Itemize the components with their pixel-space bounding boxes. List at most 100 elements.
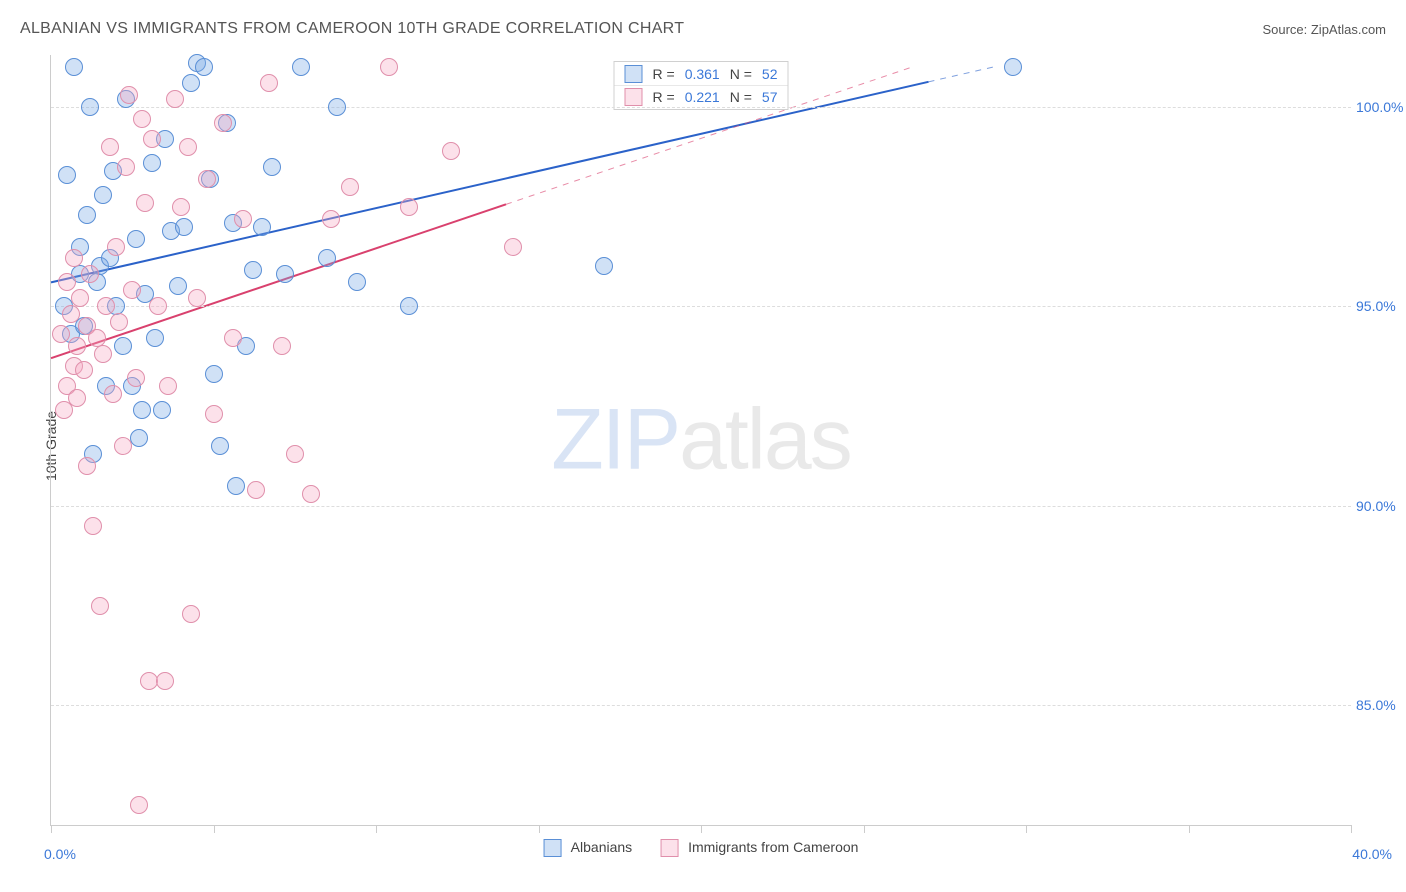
scatter-point-albanians <box>227 477 245 495</box>
scatter-point-cameroon <box>110 313 128 331</box>
r-legend-swatch-0 <box>625 65 643 83</box>
gridline <box>51 705 1351 706</box>
x-tick <box>376 825 377 833</box>
scatter-point-albanians <box>114 337 132 355</box>
scatter-point-cameroon <box>188 289 206 307</box>
x-tick-label-min: 0.0% <box>44 846 76 862</box>
legend-item-0: Albanians <box>544 839 633 857</box>
scatter-point-cameroon <box>127 369 145 387</box>
scatter-point-cameroon <box>504 238 522 256</box>
legend-label-1: Immigrants from Cameroon <box>688 839 858 855</box>
scatter-point-cameroon <box>107 238 125 256</box>
scatter-point-cameroon <box>143 130 161 148</box>
scatter-point-cameroon <box>123 281 141 299</box>
scatter-point-albanians <box>328 98 346 116</box>
scatter-point-cameroon <box>205 405 223 423</box>
chart-title: ALBANIAN VS IMMIGRANTS FROM CAMEROON 10T… <box>20 20 684 38</box>
x-tick <box>539 825 540 833</box>
scatter-point-cameroon <box>172 198 190 216</box>
r-legend-row-1: R = 0.221 N = 57 <box>615 86 788 108</box>
scatter-point-albanians <box>94 186 112 204</box>
scatter-point-cameroon <box>224 329 242 347</box>
scatter-point-albanians <box>143 154 161 172</box>
scatter-point-albanians <box>175 218 193 236</box>
scatter-point-albanians <box>127 230 145 248</box>
scatter-point-albanians <box>146 329 164 347</box>
scatter-point-cameroon <box>214 114 232 132</box>
legend-item-1: Immigrants from Cameroon <box>660 839 858 857</box>
scatter-point-albanians <box>253 218 271 236</box>
scatter-point-cameroon <box>273 337 291 355</box>
scatter-point-albanians <box>133 401 151 419</box>
gridline <box>51 107 1351 108</box>
scatter-point-albanians <box>169 277 187 295</box>
scatter-point-cameroon <box>58 273 76 291</box>
scatter-point-albanians <box>276 265 294 283</box>
r-legend-n-prefix: N = <box>730 66 752 82</box>
scatter-point-cameroon <box>68 389 86 407</box>
scatter-point-albanians <box>244 261 262 279</box>
scatter-point-albanians <box>263 158 281 176</box>
scatter-point-albanians <box>81 98 99 116</box>
scatter-point-cameroon <box>182 605 200 623</box>
plot-area: ZIPatlas R = 0.361 N = 52 R = 0.221 N = … <box>50 55 1351 826</box>
scatter-point-cameroon <box>114 437 132 455</box>
scatter-point-albanians <box>595 257 613 275</box>
legend-swatch-1 <box>660 839 678 857</box>
gridline <box>51 506 1351 507</box>
x-tick <box>51 825 52 833</box>
r-legend-r-prefix: R = <box>653 66 675 82</box>
scatter-point-albanians <box>348 273 366 291</box>
x-tick <box>1351 825 1352 833</box>
r-legend-swatch-1 <box>625 88 643 106</box>
scatter-point-albanians <box>65 58 83 76</box>
r-legend: R = 0.361 N = 52 R = 0.221 N = 57 <box>614 61 789 110</box>
scatter-point-albanians <box>195 58 213 76</box>
scatter-point-albanians <box>1004 58 1022 76</box>
x-tick-label-max: 40.0% <box>1352 846 1392 862</box>
scatter-point-albanians <box>211 437 229 455</box>
x-tick <box>214 825 215 833</box>
scatter-point-cameroon <box>52 325 70 343</box>
legend-label-0: Albanians <box>571 839 633 855</box>
r-legend-row-0: R = 0.361 N = 52 <box>615 63 788 86</box>
scatter-point-cameroon <box>130 796 148 814</box>
scatter-point-cameroon <box>65 249 83 267</box>
watermark-suffix: atlas <box>679 392 851 488</box>
y-tick-label: 85.0% <box>1356 697 1406 713</box>
scatter-point-albanians <box>182 74 200 92</box>
y-tick-label: 100.0% <box>1356 99 1406 115</box>
scatter-point-cameroon <box>442 142 460 160</box>
scatter-point-cameroon <box>120 86 138 104</box>
scatter-point-cameroon <box>78 457 96 475</box>
scatter-point-cameroon <box>101 138 119 156</box>
scatter-point-cameroon <box>149 297 167 315</box>
scatter-point-cameroon <box>68 337 86 355</box>
scatter-point-cameroon <box>156 672 174 690</box>
scatter-point-cameroon <box>179 138 197 156</box>
scatter-point-cameroon <box>166 90 184 108</box>
scatter-point-cameroon <box>198 170 216 188</box>
scatter-point-cameroon <box>75 361 93 379</box>
scatter-point-albanians <box>400 297 418 315</box>
gridline <box>51 306 1351 307</box>
scatter-point-cameroon <box>97 297 115 315</box>
scatter-point-albanians <box>130 429 148 447</box>
scatter-point-cameroon <box>62 305 80 323</box>
x-tick <box>864 825 865 833</box>
scatter-point-cameroon <box>81 265 99 283</box>
scatter-point-albanians <box>205 365 223 383</box>
r-legend-n-prefix: N = <box>730 89 752 105</box>
r-legend-r-value-1: 0.221 <box>685 89 720 105</box>
legend-swatch-0 <box>544 839 562 857</box>
scatter-point-cameroon <box>117 158 135 176</box>
scatter-point-cameroon <box>247 481 265 499</box>
scatter-point-albanians <box>292 58 310 76</box>
scatter-point-cameroon <box>94 345 112 363</box>
scatter-point-cameroon <box>380 58 398 76</box>
scatter-point-cameroon <box>104 385 122 403</box>
regression-lines <box>51 55 1351 825</box>
scatter-point-cameroon <box>136 194 154 212</box>
r-legend-r-prefix: R = <box>653 89 675 105</box>
y-tick-label: 90.0% <box>1356 498 1406 514</box>
